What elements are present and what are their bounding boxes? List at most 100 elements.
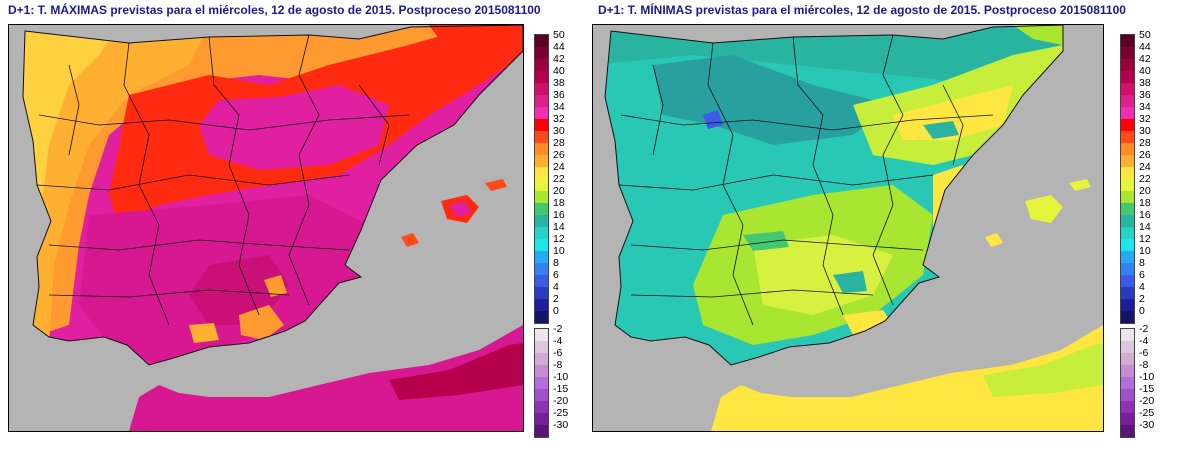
- scale-swatch: [535, 119, 548, 131]
- scale-label: 0: [553, 305, 559, 317]
- scale-label: 8: [1139, 257, 1145, 269]
- scale-swatch: [1121, 35, 1134, 47]
- scale-label: 22: [1139, 173, 1151, 185]
- scale-label: -20: [1139, 395, 1155, 407]
- scale-label: 4: [553, 281, 559, 293]
- scale-swatch: [1121, 71, 1134, 83]
- scale-swatch: [535, 203, 548, 215]
- scale-swatch: [535, 95, 548, 107]
- scale-label: 16: [553, 209, 565, 221]
- scale-label: -8: [553, 359, 563, 371]
- scale-label: -15: [553, 383, 569, 395]
- scale-label: -15: [1139, 383, 1155, 395]
- menorca: [1069, 179, 1091, 191]
- scale-label: 30: [1139, 125, 1151, 137]
- scale-label: 34: [1139, 101, 1151, 113]
- scale-label: -10: [1139, 371, 1155, 383]
- scale-label: 50: [1139, 29, 1151, 41]
- scale-label: 32: [553, 113, 565, 125]
- scale-swatch: [1121, 191, 1134, 203]
- scale-swatch: [1121, 299, 1134, 311]
- scale-swatch: [535, 83, 548, 95]
- north-africa: [711, 325, 1103, 431]
- scale-swatch: [535, 71, 548, 83]
- ibiza: [401, 233, 419, 247]
- color-scale-negative: [534, 328, 549, 438]
- scale-label: 22: [553, 173, 565, 185]
- scale-swatch: [1121, 341, 1134, 353]
- scale-swatch: [1121, 143, 1134, 155]
- scale-label: 0: [1139, 305, 1145, 317]
- scale-swatch: [1121, 389, 1134, 401]
- scale-label: 12: [1139, 233, 1151, 245]
- map-maximas: [8, 24, 524, 432]
- color-scale-positive: [534, 34, 549, 324]
- scale-swatch: [1121, 377, 1134, 389]
- scale-label: -20: [553, 395, 569, 407]
- scale-label: -10: [553, 371, 569, 383]
- scale-swatch: [535, 227, 548, 239]
- scale-swatch: [1121, 47, 1134, 59]
- scale-swatch: [535, 179, 548, 191]
- menorca: [485, 179, 507, 191]
- scale-label: 24: [553, 161, 565, 173]
- scale-swatch: [535, 191, 548, 203]
- scale-swatch: [1121, 311, 1134, 323]
- scale-swatch: [1121, 131, 1134, 143]
- north-africa: [129, 325, 523, 431]
- scale-swatch: [535, 47, 548, 59]
- scale-label: -25: [1139, 407, 1155, 419]
- scale-swatch: [535, 215, 548, 227]
- scale-swatch: [535, 389, 548, 401]
- scale-label: 40: [1139, 65, 1151, 77]
- scale-swatch: [535, 143, 548, 155]
- map-title-minimas: D+1: T. MÍNIMAS previstas para el miérco…: [598, 3, 1126, 17]
- scale-label: 20: [553, 185, 565, 197]
- scale-swatch: [1121, 275, 1134, 287]
- scale-label: 18: [1139, 197, 1151, 209]
- panel-maximas: D+1: T. MÁXIMAS previstas para el miérco…: [8, 3, 569, 438]
- scale-swatch: [1121, 119, 1134, 131]
- scale-swatch: [1121, 413, 1134, 425]
- scale-label: 2: [553, 293, 559, 305]
- scale-label: 38: [553, 77, 565, 89]
- scale-swatch: [1121, 83, 1134, 95]
- map-minimas-svg: [593, 25, 1103, 431]
- scale-label: 14: [553, 221, 565, 233]
- scale-label: 4: [1139, 281, 1145, 293]
- scale-swatch: [535, 155, 548, 167]
- scale-swatch: [535, 413, 548, 425]
- scale-label: -6: [1139, 347, 1149, 359]
- scale-swatch: [535, 353, 548, 365]
- scale-label: 6: [1139, 269, 1145, 281]
- scale-label: 10: [553, 245, 565, 257]
- scale-swatch: [1121, 59, 1134, 71]
- scale-label: 26: [553, 149, 565, 161]
- scale-label: 50: [553, 29, 565, 41]
- scale-label: 10: [1139, 245, 1151, 257]
- scale-swatch: [1121, 167, 1134, 179]
- scale-swatch: [1121, 287, 1134, 299]
- scale-swatch: [535, 131, 548, 143]
- scale-label: 30: [553, 125, 565, 137]
- scale-label: -2: [1139, 323, 1149, 335]
- scale-swatch: [1121, 365, 1134, 377]
- scale-label: 44: [553, 41, 565, 53]
- scale-label: 28: [1139, 137, 1151, 149]
- scale-swatch: [535, 287, 548, 299]
- scale-swatch: [535, 401, 548, 413]
- scale-label: 36: [553, 89, 565, 101]
- scale-label: 20: [1139, 185, 1151, 197]
- scale-label: 14: [1139, 221, 1151, 233]
- scale-swatch: [1121, 401, 1134, 413]
- scale-swatch: [535, 275, 548, 287]
- scale-swatch: [1121, 179, 1134, 191]
- scale-swatch: [535, 167, 548, 179]
- scale-swatch: [535, 365, 548, 377]
- scale-swatch: [1121, 239, 1134, 251]
- scale-swatch: [535, 107, 548, 119]
- scale-swatch: [535, 329, 548, 341]
- scale-label: 44: [1139, 41, 1151, 53]
- scale-label: -4: [553, 335, 563, 347]
- scale-label: 34: [553, 101, 565, 113]
